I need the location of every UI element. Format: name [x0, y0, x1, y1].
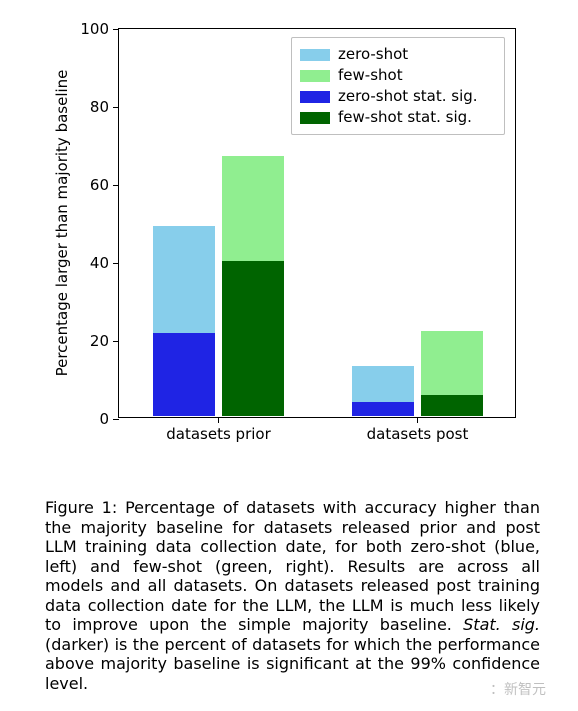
xtick-label: datasets prior	[166, 417, 271, 443]
legend-label: zero-shot stat. sig.	[338, 86, 478, 107]
plot-area: 020406080100datasets priordatasets postz…	[118, 28, 516, 418]
caption-body-2: (darker) is the percent of datasets for …	[45, 635, 540, 693]
legend-label: few-shot	[338, 65, 403, 86]
legend-item: zero-shot stat. sig.	[300, 86, 496, 107]
legend-swatch	[300, 91, 330, 103]
ytick-label: 0	[99, 410, 119, 428]
bar-few_shot_sig	[421, 395, 483, 416]
bar-few_shot_sig	[222, 261, 284, 416]
chart-area: 0 20 40 60 80 100 datasets prior datasets post z…	[45, 18, 540, 470]
xtick-label: datasets post	[367, 417, 469, 443]
caption-body-1: Percentage of datasets with accuracy hig…	[45, 498, 540, 634]
legend-item: few-shot	[300, 65, 496, 86]
legend-swatch	[300, 70, 330, 82]
legend-label: zero-shot	[338, 44, 408, 65]
page: 0 20 40 60 80 100 datasets prior datasets post z…	[0, 0, 578, 711]
ytick-label: 20	[90, 332, 119, 350]
watermark-text: ：新智元	[490, 679, 546, 699]
legend-item: few-shot stat. sig.	[300, 107, 496, 128]
legend: zero-shotfew-shotzero-shot stat. sig.few…	[291, 37, 505, 135]
bar-zero_shot_sig	[352, 402, 414, 416]
legend-item: zero-shot	[300, 44, 496, 65]
figure-caption: Figure 1: Percentage of datasets with ac…	[45, 498, 540, 693]
ytick-label: 80	[90, 98, 119, 116]
y-axis-label: Percentage larger than majority baseline	[53, 70, 71, 377]
ytick-label: 60	[90, 176, 119, 194]
legend-swatch	[300, 112, 330, 124]
ytick-label: 100	[80, 20, 119, 38]
figure-number: Figure 1:	[45, 498, 125, 517]
ytick-label: 40	[90, 254, 119, 272]
bar-zero_shot_sig	[153, 333, 215, 416]
legend-label: few-shot stat. sig.	[338, 107, 472, 128]
legend-swatch	[300, 49, 330, 61]
stat-sig-term: Stat. sig.	[463, 615, 540, 634]
